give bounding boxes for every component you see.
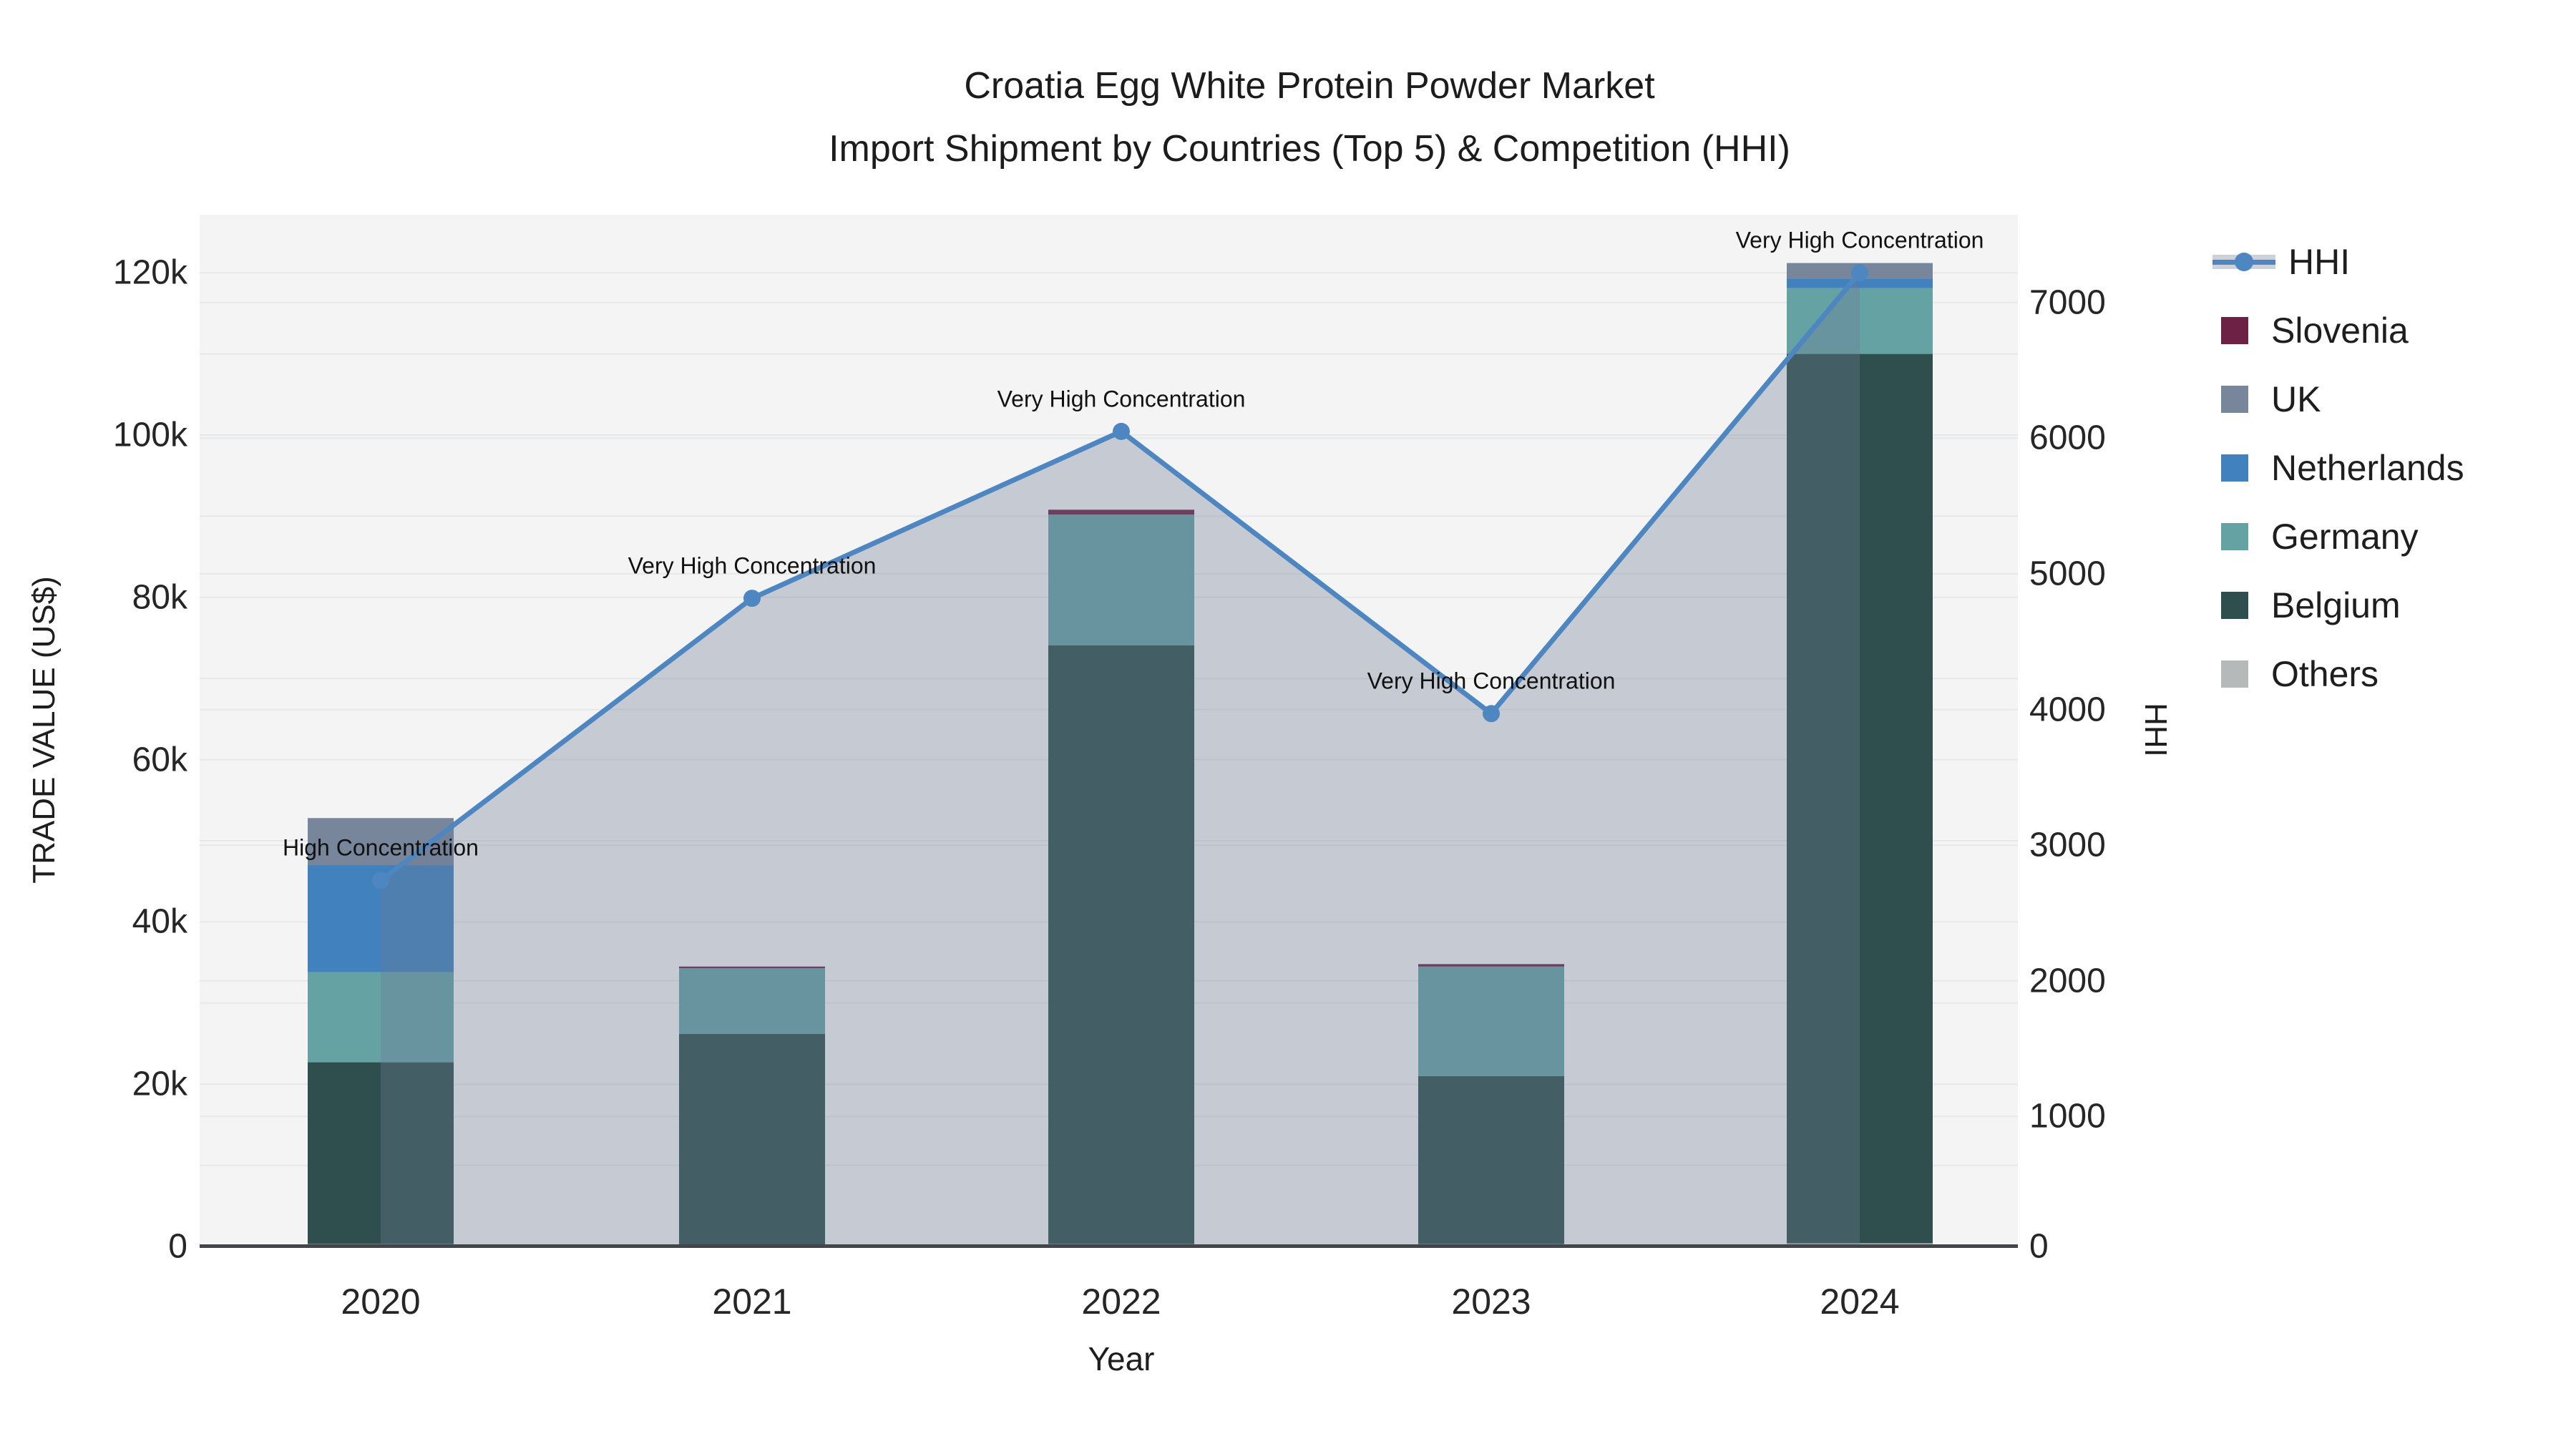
- legend-item-others[interactable]: Others: [2212, 640, 2464, 708]
- legend-label: Others: [2271, 654, 2379, 694]
- bar-segment-belgium-2020[interactable]: [308, 1062, 454, 1244]
- left-axis-tick-80k: 80k: [132, 578, 187, 617]
- bar-segment-belgium-2022[interactable]: [1048, 645, 1194, 1244]
- legend-item-uk[interactable]: UK: [2212, 365, 2464, 434]
- uk-swatch-icon: [2221, 386, 2248, 413]
- bar-segment-belgium-2024[interactable]: [1787, 353, 1933, 1244]
- annotation-2020: High Concentration: [283, 834, 479, 861]
- bar-segment-belgium-2023[interactable]: [1418, 1075, 1564, 1244]
- legend-label: UK: [2271, 379, 2321, 419]
- left-axis-tick-100k: 100k: [112, 416, 187, 454]
- legend-item-belgium[interactable]: Belgium: [2212, 571, 2464, 640]
- chart-title-line2: Import Shipment by Countries (Top 5) & C…: [829, 128, 1790, 170]
- hhi-marker-2020[interactable]: [372, 872, 389, 889]
- hhi-marker-2022[interactable]: [1113, 422, 1130, 440]
- bar-segment-germany-2020[interactable]: [308, 972, 454, 1063]
- bar-segment-slovenia-2021[interactable]: [679, 966, 825, 969]
- legend-item-germany[interactable]: Germany: [2212, 502, 2464, 571]
- right-axis-title: HHI: [2138, 703, 2173, 757]
- chart-title: Croatia Egg White Protein Powder Market …: [829, 54, 1790, 180]
- legend: HHI Slovenia UK Netherlands Germany Belg…: [2212, 228, 2464, 708]
- left-axis-tick-0: 0: [168, 1227, 187, 1266]
- slovenia-swatch-icon: [2221, 317, 2248, 344]
- right-axis-tick-7000: 7000: [2029, 283, 2106, 322]
- hhi-line-swatch-icon: [2212, 248, 2275, 275]
- legend-label: Netherlands: [2271, 448, 2464, 488]
- right-axis-tick-4000: 4000: [2029, 691, 2106, 729]
- bar-segment-germany-2024[interactable]: [1787, 288, 1933, 354]
- left-axis-title: TRADE VALUE (US$): [26, 576, 62, 884]
- plot-area: [200, 215, 2018, 1246]
- others-swatch-icon: [2221, 660, 2248, 688]
- legend-label: Slovenia: [2271, 311, 2409, 351]
- left-axis-tick-20k: 20k: [132, 1065, 187, 1103]
- bar-segment-germany-2023[interactable]: [1418, 966, 1564, 1076]
- right-axis-tick-5000: 5000: [2029, 555, 2106, 593]
- right-axis-tick-3000: 3000: [2029, 826, 2106, 864]
- hhi-marker-2024[interactable]: [1851, 264, 1868, 282]
- right-axis-tick-6000: 6000: [2029, 419, 2106, 457]
- left-axis-tick-40k: 40k: [132, 902, 187, 941]
- chart-title-line1: Croatia Egg White Protein Powder Market: [964, 65, 1655, 107]
- x-axis-title: Year: [1088, 1340, 1155, 1377]
- annotation-2021: Very High Concentration: [628, 552, 877, 579]
- bar-segment-netherlands-2024[interactable]: [1787, 278, 1933, 288]
- bar-segment-germany-2021[interactable]: [679, 968, 825, 1034]
- x-axis-tick-2020: 2020: [341, 1282, 421, 1322]
- annotation-2024: Very High Concentration: [1735, 227, 1984, 253]
- hhi-area-fill: [381, 273, 1860, 1246]
- legend-label: Germany: [2271, 517, 2419, 557]
- legend-label: HHI: [2288, 242, 2351, 282]
- bar-segment-germany-2022[interactable]: [1048, 514, 1194, 645]
- right-axis-tick-1000: 1000: [2029, 1097, 2106, 1136]
- netherlands-swatch-icon: [2221, 454, 2248, 482]
- bar-segment-belgium-2021[interactable]: [679, 1033, 825, 1245]
- bar-segment-slovenia-2023[interactable]: [1418, 964, 1564, 967]
- hhi-marker-2021[interactable]: [743, 590, 761, 608]
- legend-item-slovenia[interactable]: Slovenia: [2212, 296, 2464, 365]
- right-axis-tick-2000: 2000: [2029, 962, 2106, 1000]
- legend-item-netherlands[interactable]: Netherlands: [2212, 434, 2464, 502]
- annotation-2022: Very High Concentration: [997, 386, 1246, 412]
- x-axis-tick-2022: 2022: [1081, 1282, 1161, 1322]
- left-axis-tick-120k: 120k: [112, 253, 187, 292]
- legend-label: Belgium: [2271, 585, 2401, 625]
- annotation-2023: Very High Concentration: [1367, 668, 1616, 694]
- legend-item-hhi[interactable]: HHI: [2212, 228, 2464, 296]
- chart-canvas: [200, 263, 2018, 1246]
- right-axis-tick-0: 0: [2029, 1227, 2049, 1266]
- x-axis-tick-2024: 2024: [1820, 1282, 1900, 1322]
- belgium-swatch-icon: [2221, 592, 2248, 619]
- left-axis-tick-60k: 60k: [132, 741, 187, 779]
- x-axis-tick-2023: 2023: [1451, 1282, 1531, 1322]
- bar-segment-slovenia-2022[interactable]: [1048, 509, 1194, 515]
- germany-swatch-icon: [2221, 523, 2248, 550]
- hhi-marker-2023[interactable]: [1483, 705, 1500, 723]
- x-axis-tick-2021: 2021: [712, 1282, 792, 1322]
- x-axis-line: [200, 1244, 2018, 1248]
